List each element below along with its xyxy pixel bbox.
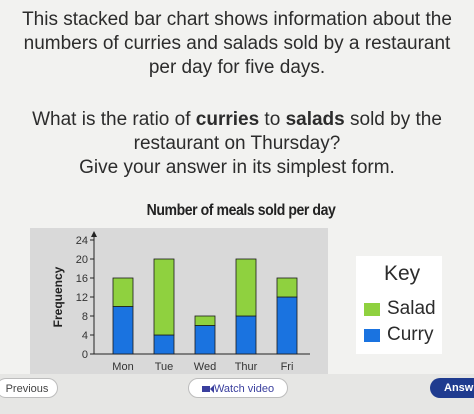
question-line-3: Give your answer in its simplest form. [79, 157, 395, 178]
bar-curry-tue [153, 334, 175, 355]
y-tick-label-4: 4 [82, 330, 88, 342]
y-tick-label-16: 16 [76, 273, 88, 285]
chart-title: Number of meals sold per day [146, 202, 336, 219]
x-tick-label-fri: Fri [281, 361, 294, 373]
bar-salad-mon [112, 277, 134, 307]
chart-key: Key Salad Curry [356, 256, 442, 354]
y-axis-arrow [91, 231, 97, 237]
bar-salad-thur [235, 258, 257, 317]
prompt-line-3: per day for five days. [148, 57, 326, 78]
bar-curry-wed [194, 325, 216, 355]
key-swatch-curry [364, 329, 380, 342]
y-tick-label-8: 8 [82, 311, 88, 323]
key-label-curry: Curry [387, 324, 434, 345]
bar-salad-wed [194, 315, 216, 326]
prompt-text: This stacked bar chart shows information… [6, 8, 468, 80]
answer-button[interactable]: Answ [430, 378, 474, 398]
bar-curry-fri [276, 296, 298, 355]
stacked-bar-chart: 0 4 8 12 16 20 24 Frequency Mon Tue Wed Thur Fri [51, 231, 310, 373]
key-title: Key [384, 262, 421, 285]
key-label-salad: Salad [387, 298, 436, 319]
question-line-2: restaurant on Thursday? [133, 133, 341, 154]
x-tick-label-thur: Thur [235, 361, 258, 373]
bar-curry-thur [235, 315, 257, 355]
question-card: This stacked bar chart shows information… [0, 0, 474, 374]
key-swatch-salad [364, 303, 380, 316]
prompt-line-2: numbers of curries and salads sold by a … [23, 33, 451, 54]
question-line-1-post: sold by the [344, 109, 442, 130]
y-tick-label-20: 20 [76, 254, 88, 266]
bar-salad-tue [153, 258, 175, 336]
video-camera-icon [201, 385, 214, 393]
y-tick-label-12: 12 [76, 292, 88, 304]
question-bold-salads: salads [285, 109, 345, 130]
question-line-1-mid: to [259, 109, 286, 130]
y-tick-label-24: 24 [76, 235, 88, 247]
prompt-line-1: This stacked bar chart shows information… [22, 9, 452, 30]
x-tick-label-wed: Wed [194, 361, 216, 373]
watch-video-button[interactable]: Watch video [188, 378, 288, 398]
y-tick-label-0: 0 [82, 349, 88, 361]
watch-video-label: Watch video [213, 383, 275, 395]
question-line-1: What is the ratio of curries to salads s… [6, 108, 468, 132]
x-tick-label-mon: Mon [112, 361, 133, 373]
y-axis-label: Frequency [51, 266, 65, 327]
bar-salad-fri [276, 277, 298, 298]
previous-button[interactable]: Previous [0, 378, 58, 398]
bar-curry-mon [112, 306, 134, 355]
question-bold-curries: curries [195, 109, 260, 130]
question-text: What is the ratio of curries to salads s… [6, 108, 468, 180]
question-line-1-pre: What is the ratio of [32, 109, 196, 130]
x-tick-label-tue: Tue [155, 361, 174, 373]
